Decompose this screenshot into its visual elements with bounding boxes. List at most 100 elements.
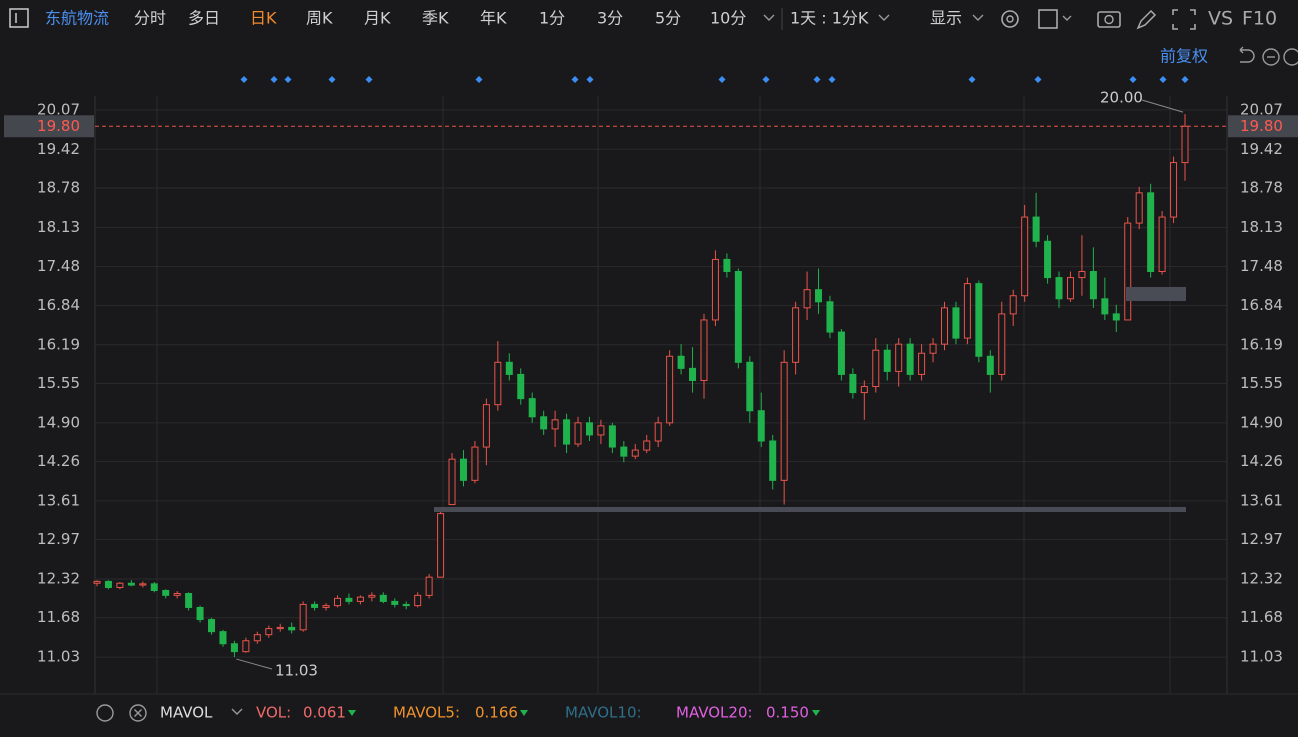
candle-body: [815, 289, 823, 303]
y-tick-label: 14.26: [37, 452, 80, 470]
vol-label: VOL:: [256, 704, 291, 722]
pen-icon[interactable]: [1136, 9, 1157, 30]
down-arrow: [348, 710, 356, 716]
y-tick-label-right: 16.84: [1240, 296, 1283, 314]
reset-icon[interactable]: [1239, 46, 1255, 63]
tabs: 分时 多日 日K 周K 月K 季K 年K 1分 3分 5分 10分: [134, 9, 746, 28]
adjust-button[interactable]: 前复权: [1160, 47, 1208, 66]
y-tick-label: 16.84: [37, 296, 80, 314]
event-marker: [284, 76, 292, 83]
dropdown-arrow: [763, 14, 775, 21]
tab[interactable]: 5分: [655, 9, 681, 28]
vs-button[interactable]: VS: [1208, 8, 1233, 30]
down-arrow: [520, 710, 528, 716]
tab[interactable]: 季K: [422, 9, 449, 28]
y-tick-label-right: 20.07: [1240, 100, 1283, 118]
tab[interactable]: 周K: [306, 9, 333, 28]
candle-body: [1009, 295, 1017, 315]
y-tick-label: 18.13: [37, 218, 80, 236]
y-tick-label: 14.90: [37, 413, 80, 431]
candle-body: [1158, 216, 1166, 273]
camera-lens: [1104, 14, 1114, 25]
candle-body: [208, 619, 216, 633]
candle-body: [1147, 192, 1155, 273]
tab[interactable]: 10分: [710, 9, 746, 28]
ma5-label: MAVOL5:: [393, 704, 460, 722]
candle-body: [1021, 216, 1029, 297]
candle-body: [185, 593, 193, 608]
ma5-value: 0.166: [475, 704, 518, 722]
event-marker: [1181, 76, 1189, 83]
candle-body: [1044, 240, 1052, 279]
min-label: 11.03: [275, 662, 318, 680]
grid: 20.07 20.07 19.42 19.42 18.78 18.78 18.13 18.13…: [37, 100, 1283, 665]
event-marker: [968, 76, 976, 83]
candle-body: [1135, 192, 1143, 224]
candle-body: [895, 343, 903, 372]
candle-body: [769, 440, 777, 481]
candle-body: [334, 597, 342, 607]
tab[interactable]: 日K: [250, 9, 277, 28]
event-markers: [240, 76, 1189, 83]
candles: 19.80 19.80 20.00 11.03: [4, 89, 1298, 680]
zoom-in-icon[interactable]: [1283, 48, 1298, 66]
candle-body: [540, 416, 548, 430]
candle-body: [1078, 271, 1086, 279]
resistance-zone: [1126, 287, 1186, 301]
indicator-name[interactable]: MAVOL: [160, 704, 213, 722]
y-tick-label-right: 14.26: [1240, 452, 1283, 470]
candle-body: [139, 583, 147, 586]
candle-body: [963, 283, 971, 339]
y-tick-label-right: 12.32: [1240, 570, 1283, 588]
f10-button[interactable]: F10: [1242, 8, 1277, 30]
y-tick-label-right: 16.19: [1240, 335, 1283, 353]
y-tick-label: 12.32: [37, 570, 80, 588]
fullscreen-icon[interactable]: [1172, 9, 1196, 30]
indicator-settings-icon[interactable]: [96, 704, 114, 722]
candle-body: [1055, 277, 1063, 300]
tab[interactable]: 月K: [364, 9, 391, 28]
candle-body: [1170, 162, 1178, 218]
event-marker: [762, 76, 770, 83]
event-marker: [586, 76, 594, 83]
tab[interactable]: 年K: [480, 9, 507, 28]
display-button[interactable]: 显示: [930, 9, 962, 28]
y-tick-label-right: 12.97: [1240, 530, 1283, 548]
candle-body: [505, 361, 513, 375]
candle-body: [711, 258, 719, 321]
y-tick-label: 11.68: [37, 608, 80, 626]
last-price-tag: [4, 115, 94, 138]
settings-icon[interactable]: [1001, 10, 1019, 28]
candle-body: [746, 361, 754, 412]
menu-icon[interactable]: [9, 8, 29, 28]
camera-icon[interactable]: [1097, 11, 1121, 28]
y-tick-label-right: 11.03: [1240, 648, 1283, 666]
candle-body: [677, 355, 685, 369]
stock-name[interactable]: 东航物流: [45, 9, 109, 28]
settings-icon-core: [1006, 15, 1014, 23]
tab[interactable]: 分时: [134, 9, 166, 28]
indicator-close-icon[interactable]: [129, 704, 147, 722]
candle-body: [402, 603, 410, 607]
candle-body: [803, 289, 811, 309]
candle-body: [528, 398, 536, 418]
candle-body: [517, 373, 525, 400]
candle-body: [734, 271, 742, 363]
period-select[interactable]: 1天 : 1分K: [790, 9, 869, 28]
dropdown-arrow: [231, 708, 243, 715]
candle-body: [150, 583, 158, 591]
candle-body: [127, 582, 135, 586]
zoom-out-icon[interactable]: [1262, 48, 1280, 66]
vol-value: 0.061: [303, 704, 346, 722]
candle-body: [929, 343, 937, 354]
candle-body: [952, 307, 960, 339]
draw-box-icon[interactable]: [1038, 9, 1058, 29]
tab[interactable]: 多日: [188, 9, 220, 28]
y-tick-label: 13.61: [37, 491, 80, 509]
y-tick-label: 18.78: [37, 179, 80, 197]
tab[interactable]: 1分: [539, 9, 565, 28]
y-tick-label-right: 19.42: [1240, 140, 1283, 158]
event-marker: [1159, 76, 1167, 83]
tab[interactable]: 3分: [597, 9, 623, 28]
